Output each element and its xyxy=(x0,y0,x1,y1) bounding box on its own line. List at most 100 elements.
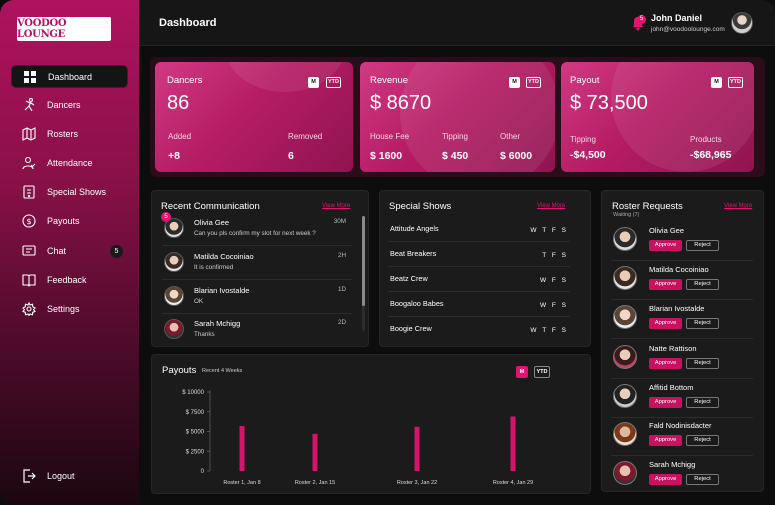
waiting-count: Waiting (7) xyxy=(613,212,640,218)
sidebar-item-label: Special Shows xyxy=(47,187,107,197)
card-value: $ 8670 xyxy=(370,92,432,114)
toggle-m[interactable]: M xyxy=(509,77,520,88)
message-time: 1D xyxy=(337,286,346,293)
toggle-m[interactable]: M xyxy=(516,366,528,378)
reject-button[interactable]: Reject xyxy=(686,435,719,446)
view-more-link[interactable]: View More xyxy=(724,203,753,209)
reject-button[interactable]: Reject xyxy=(686,240,719,251)
message-item[interactable]: Sarah Mchigg Thanks 2D xyxy=(162,317,352,347)
sidebar: VOODOO LOUNGE Dashboard Dancers Rosters … xyxy=(0,0,139,505)
avatar xyxy=(164,286,184,306)
show-row[interactable]: Boogaloo Babes W F S xyxy=(388,292,570,317)
sidebar-item-label: Chat xyxy=(47,246,67,256)
avatar xyxy=(613,227,637,251)
special-shows-panel: Special Shows View More Attitude Angels … xyxy=(379,190,591,347)
view-more-link[interactable]: View More xyxy=(322,203,351,209)
gear-icon xyxy=(22,302,36,316)
toggle-m[interactable]: M xyxy=(711,77,722,88)
roster-requests-panel: Roster Requests Waiting (7) View More Ol… xyxy=(601,190,764,492)
sidebar-item-settings[interactable]: Settings xyxy=(11,298,128,321)
show-name: Attitude Angels xyxy=(390,224,439,233)
ticket-icon xyxy=(22,185,36,199)
roster-request-row: Affitid Bottom Approve Reject xyxy=(611,380,753,418)
bar-1[interactable] xyxy=(239,425,245,471)
logout-button[interactable]: Logout xyxy=(11,465,128,488)
sidebar-item-label: Dashboard xyxy=(48,72,93,82)
sidebar-item-label: Settings xyxy=(47,304,80,314)
logout-label: Logout xyxy=(47,471,75,481)
show-days: W T F S xyxy=(530,327,566,334)
page-title: Dashboard xyxy=(159,17,217,29)
show-row[interactable]: Attitude Angels W T F S xyxy=(388,217,570,242)
view-more-link[interactable]: View More xyxy=(537,203,566,209)
notification-badge: 5 xyxy=(637,15,646,24)
chat-icon xyxy=(22,244,36,258)
other-label: Other xyxy=(500,132,521,141)
scrollbar-thumb[interactable] xyxy=(362,216,365,306)
scrollbar[interactable] xyxy=(362,216,365,331)
show-name: Boogie Crew xyxy=(390,324,432,333)
toggle-ytd[interactable]: YTD xyxy=(534,366,550,378)
reject-button[interactable]: Reject xyxy=(686,397,719,408)
message-item[interactable]: 5 Olivia Gee Can you pls confirm my slot… xyxy=(161,212,352,246)
reject-button[interactable]: Reject xyxy=(686,279,719,290)
top-header: Dashboard 5 John Daniel john@voodooloung… xyxy=(139,0,775,46)
chart-subtitle: Recent 4 Weeks xyxy=(202,368,243,374)
message-sender: Blarian Ivostalde xyxy=(194,286,250,295)
sidebar-item-dashboard[interactable]: Dashboard xyxy=(11,65,128,88)
card-title: Dancers xyxy=(167,75,203,86)
x-tick-label: Roster 3, Jan 22 xyxy=(397,480,437,486)
approve-button[interactable]: Approve xyxy=(649,474,682,485)
show-row[interactable]: Beatz Crew W F S xyxy=(388,267,570,292)
approve-button[interactable]: Approve xyxy=(649,435,682,446)
sidebar-item-dancers[interactable]: Dancers xyxy=(11,94,128,117)
show-days: W F S xyxy=(539,277,566,284)
bar-4[interactable] xyxy=(510,416,516,471)
approve-button[interactable]: Approve xyxy=(649,318,682,329)
bar-2[interactable] xyxy=(312,433,318,471)
message-item[interactable]: Blarian Ivostalde OK 1D xyxy=(162,284,352,314)
approve-button[interactable]: Approve xyxy=(649,358,682,369)
request-name: Fald Nodinisdacter xyxy=(649,421,712,430)
user-name: John Daniel xyxy=(651,13,703,23)
bar-3[interactable] xyxy=(414,426,420,471)
brand-logo[interactable]: VOODOO LOUNGE xyxy=(17,17,111,41)
toggle-ytd[interactable]: YTD xyxy=(728,77,743,88)
message-item[interactable]: Matilda Cocoiniao It is confirmed 2H xyxy=(162,250,352,280)
reject-button[interactable]: Reject xyxy=(686,358,719,369)
map-icon xyxy=(22,127,36,141)
x-tick-label: Roster 4, Jan 29 xyxy=(493,480,533,486)
sidebar-item-rosters[interactable]: Rosters xyxy=(11,123,128,146)
sidebar-item-attendance[interactable]: Attendance xyxy=(11,152,128,175)
approve-button[interactable]: Approve xyxy=(649,279,682,290)
sidebar-item-special-shows[interactable]: Special Shows xyxy=(11,181,128,204)
added-value: +8 xyxy=(168,150,180,162)
sidebar-item-chat[interactable]: Chat 5 xyxy=(11,240,128,263)
message-time: 2H xyxy=(337,252,346,259)
reject-button[interactable]: Reject xyxy=(686,474,719,485)
toggle-m[interactable]: M xyxy=(308,77,319,88)
revenue-card: Revenue $ 8670 M YTD House Fee $ 1600 Ti… xyxy=(360,62,555,172)
grid-icon xyxy=(23,70,37,84)
show-name: Boogaloo Babes xyxy=(390,299,444,308)
show-row[interactable]: Boogie Crew W T F S xyxy=(388,317,570,342)
show-row[interactable]: Beat Breakers T F S xyxy=(388,242,570,267)
user-email: john@voodoolounge.com xyxy=(651,26,725,33)
approve-button[interactable]: Approve xyxy=(649,240,682,251)
products-value: -$68,965 xyxy=(690,149,732,161)
request-name: Affitid Bottom xyxy=(649,383,694,392)
house-fee-label: House Fee xyxy=(370,132,410,141)
reject-button[interactable]: Reject xyxy=(686,318,719,329)
toggle-ytd[interactable]: YTD xyxy=(326,77,341,88)
approve-button[interactable]: Approve xyxy=(649,397,682,408)
y-tick-label: $ 7500 xyxy=(186,410,205,416)
sidebar-item-label: Payouts xyxy=(47,216,80,226)
toggle-ytd[interactable]: YTD xyxy=(526,77,541,88)
request-name: Sarah Mchigg xyxy=(649,460,696,469)
sidebar-item-feedback[interactable]: Feedback xyxy=(11,269,128,292)
products-label: Products xyxy=(690,135,722,144)
avatar[interactable] xyxy=(731,12,753,34)
roster-request-row: Natte Rattison Approve Reject xyxy=(611,341,753,379)
sidebar-item-payouts[interactable]: $ Payouts xyxy=(11,210,128,233)
